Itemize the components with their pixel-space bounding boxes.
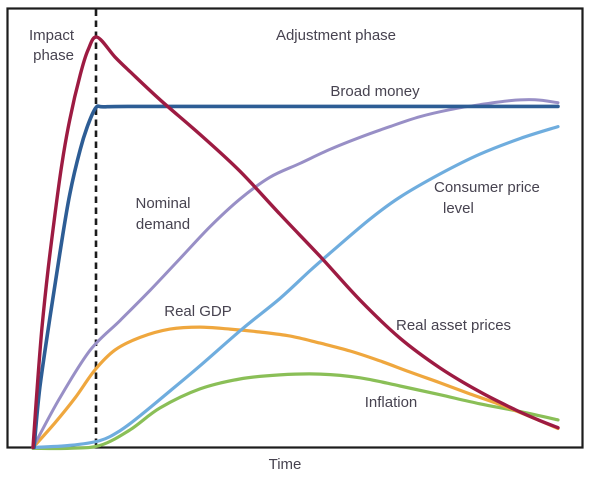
impact-phase-line1: Impact: [28, 27, 74, 44]
inflation-label: Inflation: [364, 394, 418, 411]
series-line-inflation: [31, 372, 560, 451]
consumer-price-line2: level: [443, 200, 474, 217]
broad-money-label: Broad money: [330, 83, 420, 100]
series-line-nominal-demand: [31, 98, 560, 449]
consumer-price-level-label: Consumer price level: [434, 177, 564, 219]
impact-phase-line2: phase: [33, 47, 74, 64]
adjustment-phase-label: Adjustment phase: [275, 27, 397, 44]
real-asset-prices-label: Real asset prices: [396, 317, 512, 334]
real-gdp-label: Real GDP: [164, 303, 232, 320]
series-line-real-asset-prices: [31, 35, 560, 450]
nominal-demand-line2: demand: [135, 216, 191, 233]
series-group: [31, 35, 560, 451]
series-line-real-gdp: [31, 325, 560, 450]
nominal-demand-line1: Nominal: [135, 195, 191, 212]
series-line-consumer-price-level: [31, 125, 560, 450]
impact-phase-label: Impact phase: [8, 26, 74, 66]
nominal-demand-label: Nominal demand: [116, 193, 210, 235]
series-line-broad-money: [32, 104, 560, 450]
consumer-price-line1: Consumer price: [434, 179, 540, 196]
time-axis-label: Time: [268, 456, 302, 473]
plot-border: [6, 7, 584, 449]
